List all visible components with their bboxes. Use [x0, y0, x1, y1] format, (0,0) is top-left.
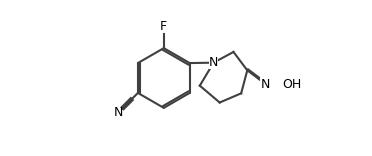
Text: F: F — [160, 20, 167, 33]
Text: N: N — [114, 106, 124, 119]
Text: OH: OH — [282, 78, 301, 91]
Text: N: N — [261, 78, 270, 91]
Text: N: N — [209, 56, 218, 69]
